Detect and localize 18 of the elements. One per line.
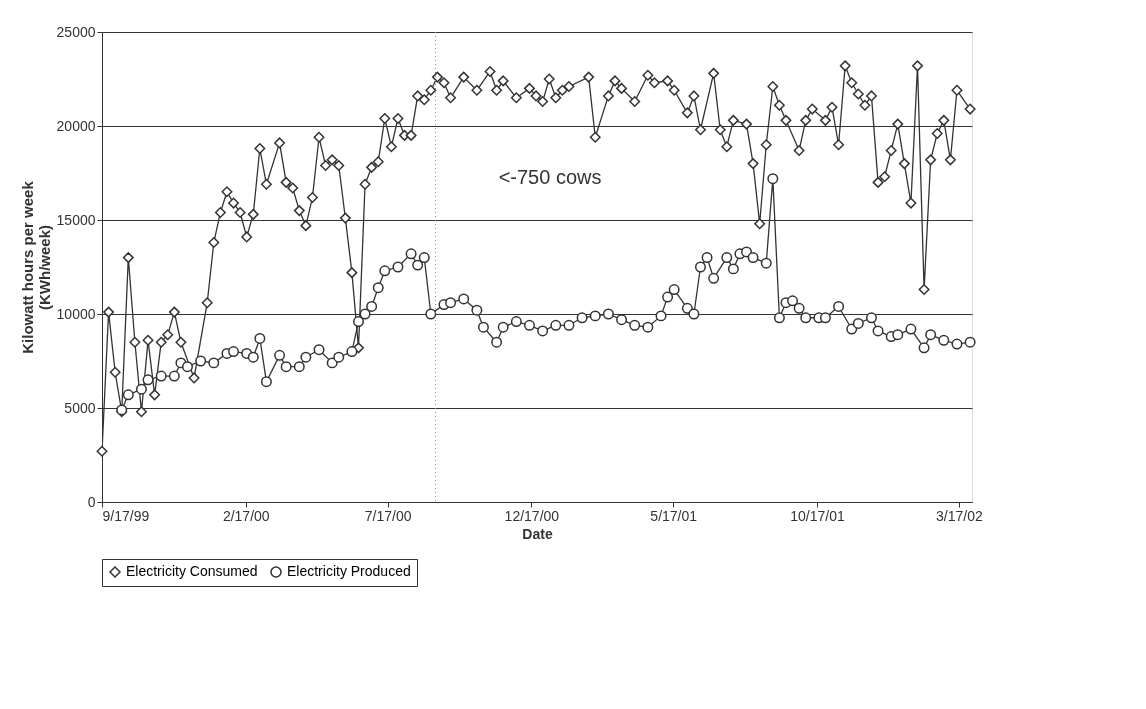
y-tick-label: 5000 — [64, 399, 96, 416]
y-tick-label: 10000 — [56, 305, 96, 322]
y-tick-label: 0 — [87, 493, 96, 510]
y-tick-label: 20000 — [56, 117, 96, 134]
x-axis-title: Date — [522, 525, 553, 542]
x-tick-label: 3/17/02 — [935, 507, 983, 524]
legend-label: Electricity Consumed — [126, 563, 258, 579]
x-tick-label: 10/17/01 — [790, 507, 845, 524]
x-tick-label: 7/17/00 — [364, 507, 412, 524]
y-tick-label: 15000 — [56, 211, 96, 228]
y-tick-label: 25000 — [56, 23, 96, 40]
annotation: <-750 cows — [498, 165, 602, 188]
x-tick-label: 2/17/00 — [222, 507, 270, 524]
x-tick-label: 9/17/99 — [102, 507, 150, 524]
x-tick-label: 12/17/00 — [504, 507, 560, 524]
x-tick-label: 5/17/01 — [650, 507, 698, 524]
legend-label: Electricity Produced — [287, 563, 411, 579]
y-axis-title: Kilowatt hours per week (KWh/week) — [18, 180, 53, 354]
